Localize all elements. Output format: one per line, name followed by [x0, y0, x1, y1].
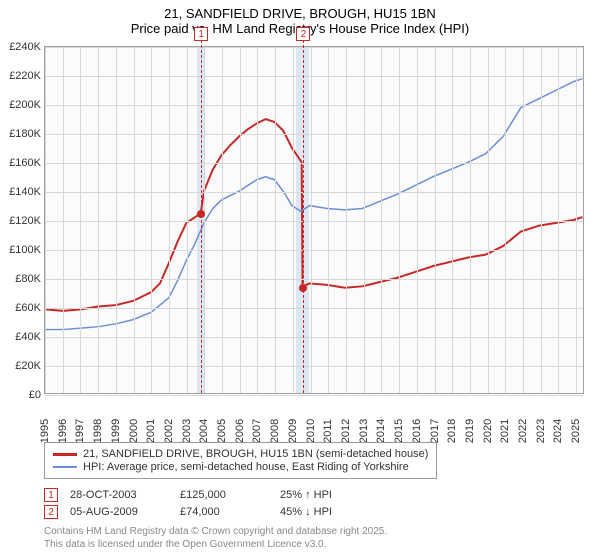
legend-area: 21, SANDFIELD DRIVE, BROUGH, HU15 1BN (s… [44, 442, 584, 551]
y-axis-label: £0 [1, 389, 41, 401]
x-axis-label: 2007 [251, 419, 263, 443]
marker-line [303, 35, 304, 393]
x-axis-label: 2017 [429, 419, 441, 443]
y-axis-label: £120K [1, 215, 41, 227]
x-axis-label: 1999 [110, 419, 122, 443]
event-date-2: 05-AUG-2009 [70, 506, 180, 518]
x-axis-label: 2013 [358, 419, 370, 443]
x-axis-label: 1998 [92, 419, 104, 443]
x-axis-label: 2016 [411, 419, 423, 443]
footer-line2: This data is licensed under the Open Gov… [44, 538, 584, 551]
y-axis-label: £100K [1, 244, 41, 256]
x-axis-label: 2001 [145, 419, 157, 443]
title-line1: 21, SANDFIELD DRIVE, BROUGH, HU15 1BN [0, 6, 600, 21]
x-axis-label: 2003 [181, 419, 193, 443]
marker-dot [299, 284, 307, 292]
x-axis-label: 2019 [464, 419, 476, 443]
y-axis-label: £180K [1, 128, 41, 140]
y-axis-label: £220K [1, 70, 41, 82]
legend-swatch-property [53, 453, 77, 456]
y-axis-label: £40K [1, 331, 41, 343]
x-axis-label: 2022 [517, 419, 529, 443]
footer-line1: Contains HM Land Registry data © Crown c… [44, 525, 584, 538]
x-axis-label: 2008 [269, 419, 281, 443]
event-row-2: 2 05-AUG-2009 £74,000 45% ↓ HPI [44, 505, 584, 519]
legend-label-hpi: HPI: Average price, semi-detached house,… [83, 461, 409, 473]
y-axis-label: £240K [1, 41, 41, 53]
x-axis-label: 2025 [570, 419, 582, 443]
y-axis-label: £80K [1, 273, 41, 285]
y-axis-label: £200K [1, 99, 41, 111]
legend-label-property: 21, SANDFIELD DRIVE, BROUGH, HU15 1BN (s… [83, 448, 428, 460]
x-axis-label: 2006 [234, 419, 246, 443]
x-axis-label: 2020 [482, 419, 494, 443]
x-axis-label: 2023 [535, 419, 547, 443]
x-axis-label: 2011 [322, 419, 334, 443]
x-axis-label: 2000 [128, 419, 140, 443]
y-axis-label: £140K [1, 186, 41, 198]
event-delta-2: 45% ↓ HPI [280, 506, 332, 518]
x-axis-label: 2010 [305, 419, 317, 443]
chart-container: 21, SANDFIELD DRIVE, BROUGH, HU15 1BN Pr… [0, 0, 600, 560]
x-axis-label: 2024 [552, 419, 564, 443]
event-date-1: 28-OCT-2003 [70, 489, 180, 501]
legend-swatch-hpi [53, 466, 77, 468]
x-axis-label: 2009 [287, 419, 299, 443]
y-axis-label: £60K [1, 302, 41, 314]
chart-svg [45, 47, 583, 393]
chart-area: £0£20K£40K£60K£80K£100K£120K£140K£160K£1… [44, 46, 584, 394]
x-axis-label: 2015 [393, 419, 405, 443]
x-axis-label: 1996 [57, 419, 69, 443]
event-delta-1: 25% ↑ HPI [280, 489, 332, 501]
legend-row-hpi: HPI: Average price, semi-detached house,… [53, 461, 428, 473]
x-axis-label: 2012 [340, 419, 352, 443]
footer-text: Contains HM Land Registry data © Crown c… [44, 525, 584, 551]
x-axis-label: 2021 [499, 419, 511, 443]
marker-box: 2 [296, 27, 310, 41]
event-price-1: £125,000 [180, 489, 280, 501]
event-marker-2: 2 [44, 505, 58, 519]
legend-row-property: 21, SANDFIELD DRIVE, BROUGH, HU15 1BN (s… [53, 448, 428, 460]
x-axis-label: 2004 [198, 419, 210, 443]
event-row-1: 1 28-OCT-2003 £125,000 25% ↑ HPI [44, 488, 584, 502]
event-marker-1: 1 [44, 488, 58, 502]
x-axis-label: 2002 [163, 419, 175, 443]
event-price-2: £74,000 [180, 506, 280, 518]
y-axis-label: £160K [1, 157, 41, 169]
series-hpi [46, 79, 583, 330]
marker-dot [197, 210, 205, 218]
x-axis-label: 2018 [446, 419, 458, 443]
x-axis-label: 1997 [74, 419, 86, 443]
legend-box: 21, SANDFIELD DRIVE, BROUGH, HU15 1BN (s… [44, 442, 437, 479]
x-axis-label: 2014 [375, 419, 387, 443]
y-axis-label: £20K [1, 360, 41, 372]
marker-box: 1 [194, 27, 208, 41]
x-axis-label: 2005 [216, 419, 228, 443]
x-axis-label: 1995 [39, 419, 51, 443]
series-property [46, 119, 583, 311]
